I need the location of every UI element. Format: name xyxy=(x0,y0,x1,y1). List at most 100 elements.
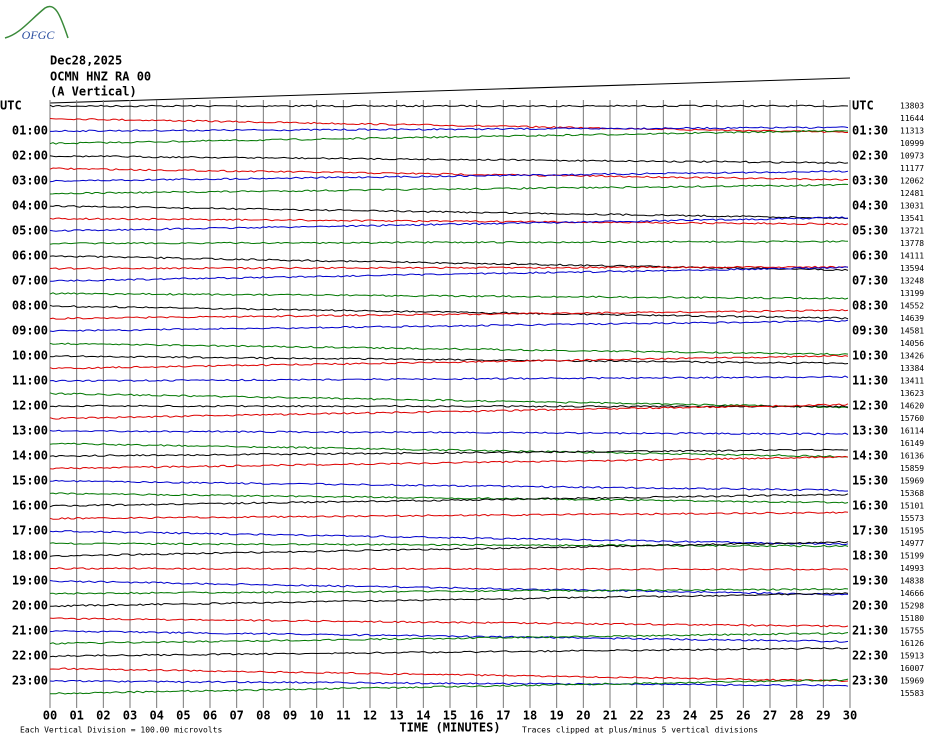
x-tick-label: 28 xyxy=(789,709,803,723)
station: OCMN HNZ RA 00 xyxy=(50,70,151,84)
trace xyxy=(49,678,849,695)
x-tick-label: 04 xyxy=(149,709,163,723)
count-label: 15195 xyxy=(900,527,924,536)
count-label: 14838 xyxy=(900,577,924,586)
count-label: 13031 xyxy=(900,202,924,211)
left-label: 06:00 xyxy=(12,249,48,263)
count-label: 15573 xyxy=(900,514,924,523)
trace xyxy=(49,511,849,520)
count-label: 13411 xyxy=(900,377,924,386)
right-label: 18:30 xyxy=(852,549,888,563)
trace xyxy=(49,592,849,608)
count-label: 14666 xyxy=(900,589,924,598)
trace xyxy=(49,632,849,645)
logo: OFGC xyxy=(22,28,56,42)
x-tick-label: 22 xyxy=(629,709,643,723)
right-label: 09:30 xyxy=(852,324,888,338)
left-label: 10:00 xyxy=(12,349,48,363)
date: Dec28,2025 xyxy=(50,54,122,68)
trace xyxy=(49,392,849,409)
trace xyxy=(49,492,849,504)
count-label: 15755 xyxy=(900,627,924,636)
count-label: 10999 xyxy=(900,139,924,148)
trace xyxy=(50,567,849,571)
count-label: 15913 xyxy=(900,652,924,661)
x-tick-label: 19 xyxy=(549,709,563,723)
count-label: 14977 xyxy=(900,539,924,548)
right-label: UTC xyxy=(852,99,874,113)
count-label: 13721 xyxy=(900,227,924,236)
left-label: UTC xyxy=(0,99,22,113)
x-tick-label: 09 xyxy=(283,709,297,723)
trace xyxy=(49,217,849,226)
right-label: 01:30 xyxy=(852,124,888,138)
right-label: 19:30 xyxy=(852,574,888,588)
trace xyxy=(50,126,849,133)
trace xyxy=(49,183,849,195)
trace xyxy=(49,216,849,232)
right-label: 07:30 xyxy=(852,274,888,288)
right-label: 02:30 xyxy=(852,149,888,163)
x-tick-label: 18 xyxy=(523,709,537,723)
left-label: 18:00 xyxy=(12,549,48,563)
left-label: 03:00 xyxy=(12,174,48,188)
trace xyxy=(49,540,849,557)
count-label: 15298 xyxy=(900,602,924,611)
count-label: 13803 xyxy=(900,102,924,111)
x-tick-label: 07 xyxy=(229,709,243,723)
trace xyxy=(49,617,849,628)
x-tick-label: 29 xyxy=(816,709,830,723)
left-label: 20:00 xyxy=(12,599,48,613)
count-label: 11644 xyxy=(900,114,924,123)
count-label: 13426 xyxy=(900,352,924,361)
x-tick-label: 21 xyxy=(603,709,617,723)
count-label: 11177 xyxy=(900,164,924,173)
left-label: 21:00 xyxy=(12,624,48,638)
trace xyxy=(49,403,849,420)
trace xyxy=(49,448,849,458)
count-label: 16114 xyxy=(900,427,924,436)
right-label: 23:30 xyxy=(852,674,888,688)
trace xyxy=(49,292,849,300)
right-label: 16:30 xyxy=(852,499,888,513)
trace xyxy=(49,104,849,108)
trace xyxy=(49,204,849,220)
x-tick-label: 24 xyxy=(683,709,697,723)
left-label: 14:00 xyxy=(12,449,48,463)
trace xyxy=(49,455,849,470)
count-label: 14056 xyxy=(900,339,924,348)
x-tick-label: 16 xyxy=(469,709,483,723)
right-label: 14:30 xyxy=(852,449,888,463)
trace xyxy=(49,118,848,134)
right-label: 03:30 xyxy=(852,174,888,188)
trace xyxy=(49,530,849,546)
trace xyxy=(49,309,849,320)
left-label: 04:00 xyxy=(12,199,48,213)
count-label: 13248 xyxy=(900,277,924,286)
right-label: 12:30 xyxy=(852,399,888,413)
footer-left: Each Vertical Division = 100.00 microvol… xyxy=(20,726,222,735)
x-tick-label: 02 xyxy=(96,709,110,723)
count-label: 12481 xyxy=(900,189,924,198)
x-tick-label: 00 xyxy=(43,709,57,723)
logo-mountain xyxy=(4,5,69,39)
left-label: 11:00 xyxy=(12,374,48,388)
count-label: 14552 xyxy=(900,302,924,311)
count-label: 16136 xyxy=(900,452,924,461)
count-label: 14111 xyxy=(900,252,924,261)
trace xyxy=(49,442,849,458)
right-label: 06:30 xyxy=(852,249,888,263)
x-tick-label: 12 xyxy=(363,709,377,723)
count-label: 14581 xyxy=(900,327,924,336)
count-label: 15180 xyxy=(900,614,924,623)
count-label: 13199 xyxy=(900,289,924,298)
count-label: 14993 xyxy=(900,564,924,573)
trace xyxy=(49,304,849,320)
x-tick-label: 06 xyxy=(203,709,217,723)
left-label: 22:00 xyxy=(12,649,48,663)
footer-right: Traces clipped at plus/minus 5 vertical … xyxy=(522,726,758,735)
x-tick-label: 05 xyxy=(176,709,190,723)
trace xyxy=(49,354,849,370)
component: (A Vertical) xyxy=(50,85,137,99)
